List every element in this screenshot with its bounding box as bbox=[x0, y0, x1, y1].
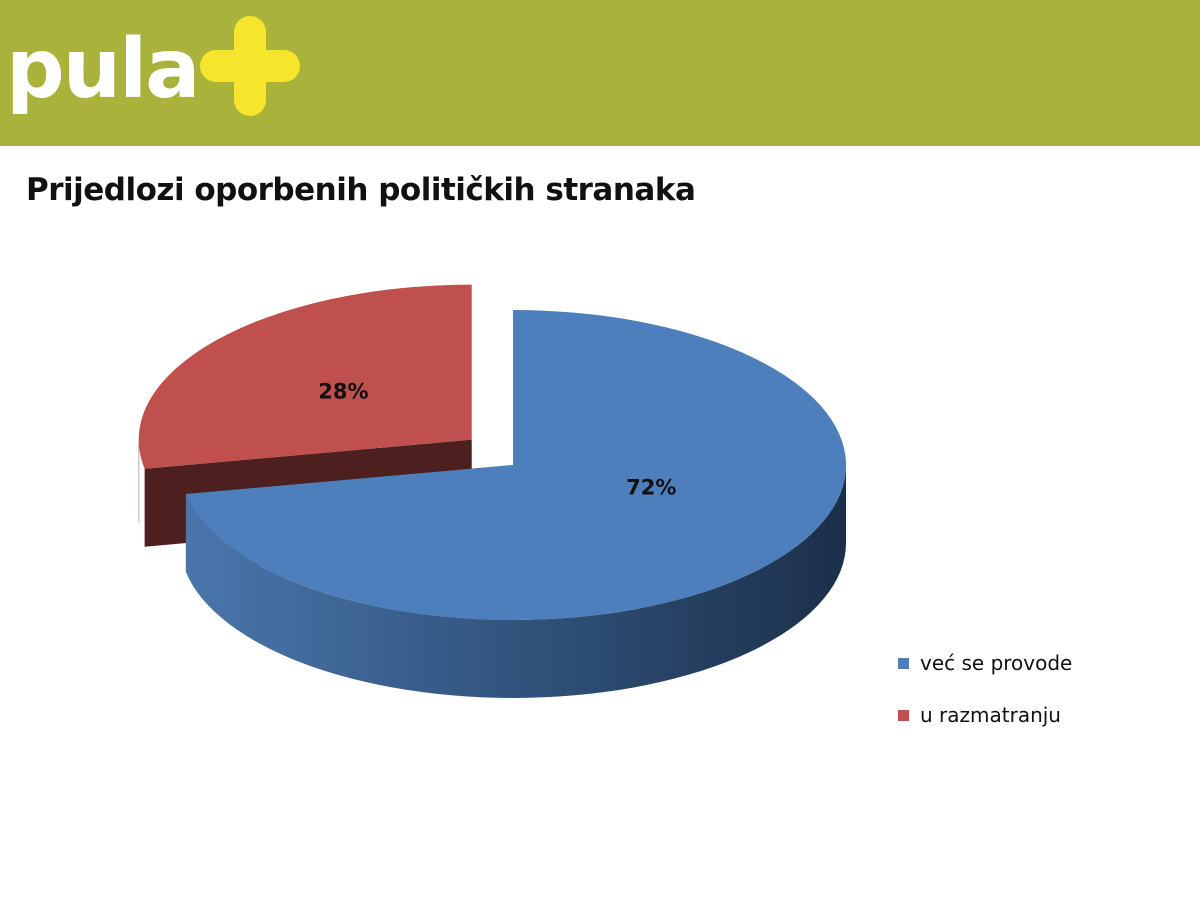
slice-top bbox=[138, 284, 472, 469]
data-label: 28% bbox=[318, 379, 368, 403]
slice-top bbox=[185, 310, 847, 620]
header-banner: pula bbox=[0, 0, 1200, 146]
pie-slice: 72% bbox=[185, 310, 847, 699]
legend-swatch bbox=[898, 710, 909, 721]
plus-logo-icon bbox=[200, 16, 300, 116]
slice-side bbox=[185, 465, 847, 699]
legend-swatch bbox=[898, 658, 909, 669]
legend-label: u razmatranju bbox=[920, 703, 1061, 727]
data-label: 72% bbox=[626, 475, 676, 499]
chart-title: Prijedlozi oporbenih političkih stranaka bbox=[26, 172, 696, 208]
legend-label: već se provode bbox=[920, 651, 1073, 675]
logo-text: pula bbox=[6, 22, 201, 117]
